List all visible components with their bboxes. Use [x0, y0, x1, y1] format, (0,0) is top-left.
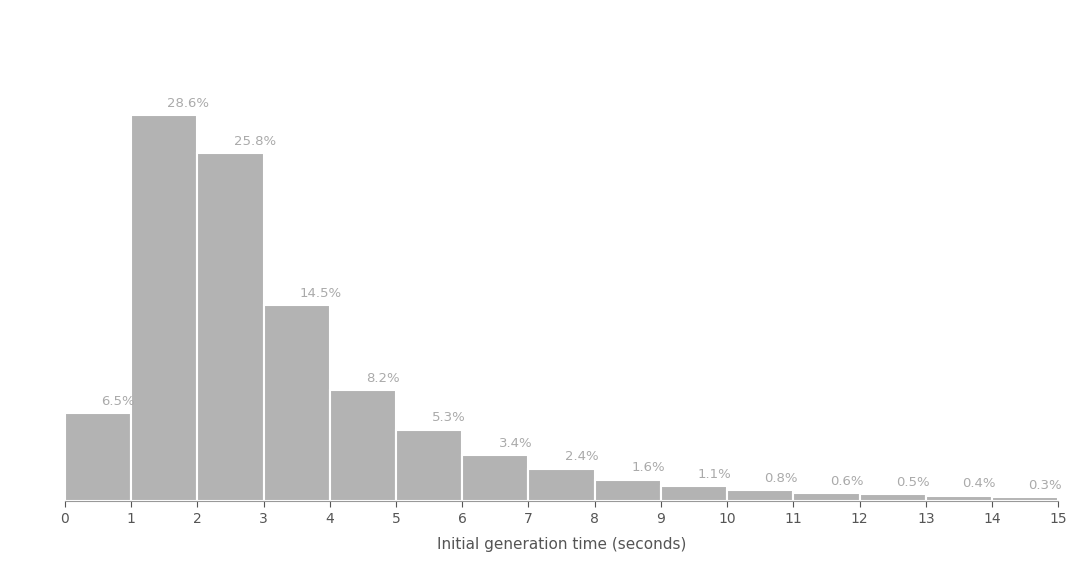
Bar	[65, 414, 131, 501]
Text: 3.4%: 3.4%	[499, 437, 532, 450]
Bar	[528, 469, 595, 501]
Bar	[329, 391, 396, 501]
Bar	[860, 494, 926, 501]
Text: 0.6%: 0.6%	[829, 475, 863, 488]
Text: 6.5%: 6.5%	[102, 395, 135, 408]
Bar	[727, 490, 794, 501]
Text: 25.8%: 25.8%	[233, 135, 275, 147]
Bar	[264, 305, 329, 501]
Bar	[396, 430, 462, 501]
Bar	[462, 455, 528, 501]
Text: 0.3%: 0.3%	[1028, 479, 1063, 492]
Text: 1.1%: 1.1%	[698, 468, 731, 481]
Text: 0.4%: 0.4%	[962, 478, 996, 490]
Text: 8.2%: 8.2%	[366, 372, 400, 385]
Bar	[131, 115, 198, 501]
Bar	[993, 497, 1058, 501]
Bar	[661, 486, 727, 501]
Text: 14.5%: 14.5%	[300, 287, 342, 300]
Bar	[926, 496, 993, 501]
Text: 2.4%: 2.4%	[565, 450, 598, 463]
Bar	[595, 480, 661, 501]
Bar	[198, 153, 264, 501]
Text: 5.3%: 5.3%	[432, 411, 467, 424]
Text: 0.5%: 0.5%	[896, 476, 930, 489]
Bar	[794, 493, 860, 501]
Text: 0.8%: 0.8%	[764, 472, 797, 485]
Text: 28.6%: 28.6%	[167, 97, 210, 110]
Text: 1.6%: 1.6%	[631, 461, 665, 474]
X-axis label: Initial generation time (seconds): Initial generation time (seconds)	[437, 537, 686, 552]
